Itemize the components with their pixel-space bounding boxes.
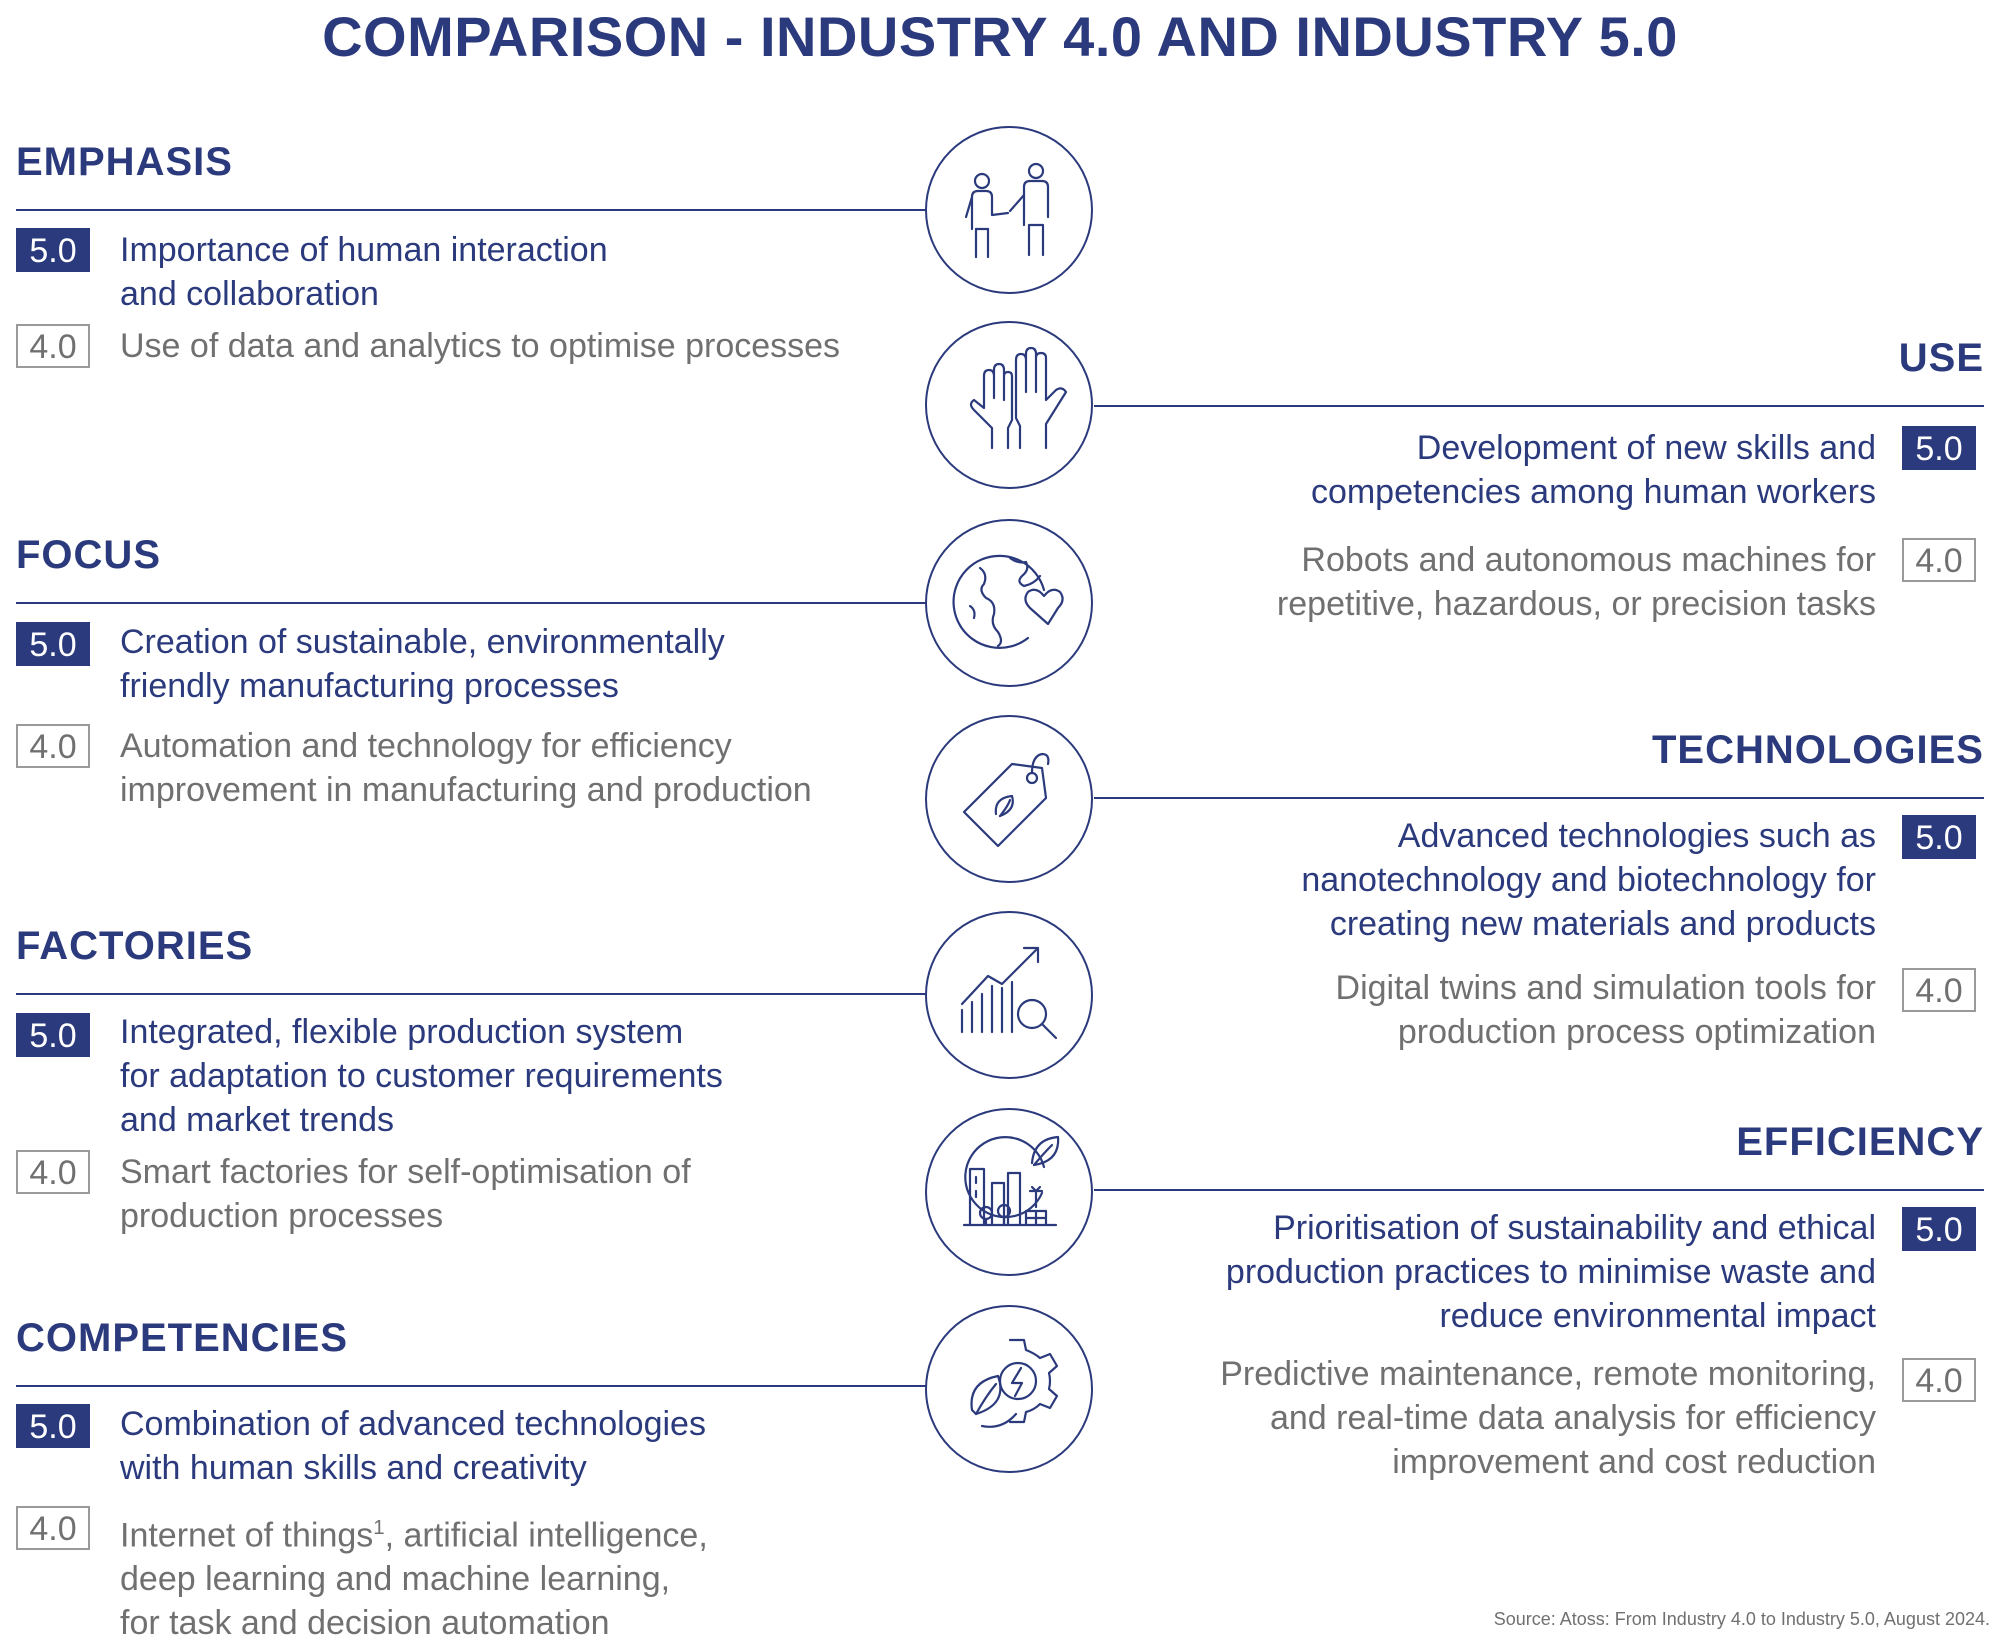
emphasis-4-0-text: Use of data and analytics to optimise pr… <box>120 327 841 365</box>
badge-5-0: 5.0 <box>16 622 90 666</box>
badge-5-0: 5.0 <box>1902 815 1976 859</box>
efficiency-4-0-text: Predictive maintenance, remote monitorin… <box>1220 1355 1876 1481</box>
badge-4-0: 4.0 <box>1902 1358 1976 1402</box>
focus-4-0-text: Automation and technology for efficiency… <box>120 727 812 809</box>
divider-technologies <box>1094 797 1984 799</box>
heading-competencies: COMPETENCIES <box>16 1316 349 1360</box>
badge-5-0: 5.0 <box>16 228 90 272</box>
divider-factories <box>16 993 926 995</box>
badge-5-0: 5.0 <box>16 1404 90 1448</box>
efficiency-5-0-text: Prioritisation of sustainability and eth… <box>1225 1209 1876 1335</box>
emphasis-5-0-text: Importance of human interaction and coll… <box>120 231 608 313</box>
badge-5-0: 5.0 <box>1902 1207 1976 1251</box>
green-city-icon <box>925 1108 1093 1276</box>
badge-5-0: 5.0 <box>16 1013 90 1057</box>
badge-4-0: 4.0 <box>1902 968 1976 1012</box>
globe-heart-icon <box>925 519 1093 687</box>
technologies-4-0-text: Digital twins and simulation tools for p… <box>1335 969 1876 1051</box>
technologies-5-0-text: Advanced technologies such as nanotechno… <box>1301 817 1876 943</box>
heading-efficiency: EFFICIENCY <box>1736 1120 1984 1164</box>
badge-4-0: 4.0 <box>16 324 90 368</box>
badge-4-0: 4.0 <box>1902 538 1976 582</box>
factories-4-0-text: Smart factories for self-optimisation of… <box>120 1153 691 1235</box>
eco-tag-icon <box>925 715 1093 883</box>
heading-factories: FACTORIES <box>16 924 254 968</box>
competencies-5-0-text: Combination of advanced technologies wit… <box>120 1405 706 1487</box>
heading-use: USE <box>1898 336 1984 380</box>
factories-5-0-text: Integrated, flexible production system f… <box>120 1013 723 1139</box>
use-4-0-text: Robots and autonomous machines for repet… <box>1276 541 1876 623</box>
gear-energy-leaf-icon <box>925 1305 1093 1473</box>
divider-emphasis <box>16 209 926 211</box>
divider-efficiency <box>1094 1189 1984 1191</box>
heading-focus: FOCUS <box>16 533 161 577</box>
people-interaction-icon <box>925 126 1093 294</box>
heading-emphasis: EMPHASIS <box>16 140 233 184</box>
source-note: Source: Atoss: From Industry 4.0 to Indu… <box>1493 1609 1990 1629</box>
page-title: COMPARISON - INDUSTRY 4.0 AND INDUSTRY 5… <box>322 5 1678 68</box>
raised-hands-icon <box>925 321 1093 489</box>
divider-use <box>1094 405 1984 407</box>
divider-focus <box>16 602 926 604</box>
badge-4-0: 4.0 <box>16 1150 90 1194</box>
divider-competencies <box>16 1385 926 1387</box>
badge-4-0: 4.0 <box>16 1506 90 1550</box>
use-5-0-text: Development of new skills and competenci… <box>1310 429 1876 511</box>
badge-5-0: 5.0 <box>1902 426 1976 470</box>
badge-4-0: 4.0 <box>16 724 90 768</box>
focus-5-0-text: Creation of sustainable, environmentally… <box>120 623 725 705</box>
heading-technologies: TECHNOLOGIES <box>1651 728 1984 772</box>
competencies-4-0-text: Internet of things1, artificial intellig… <box>120 1516 708 1643</box>
growth-chart-magnifier-icon <box>925 911 1093 1079</box>
